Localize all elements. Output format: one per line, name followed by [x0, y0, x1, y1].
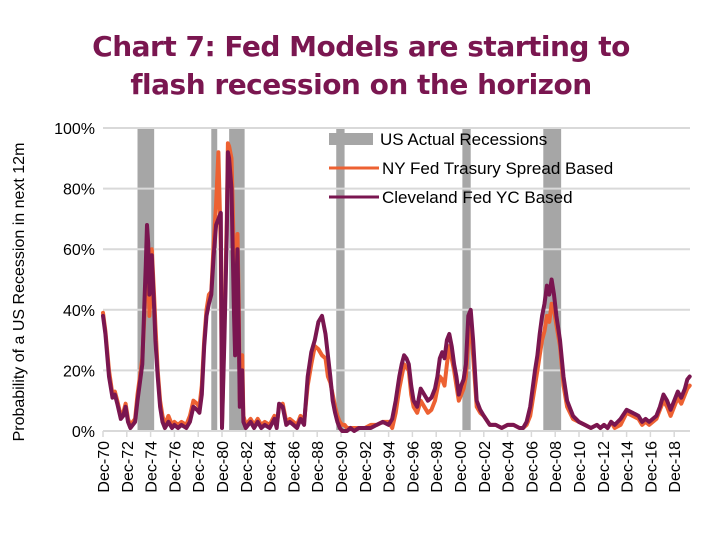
recession-bar-4 [462, 128, 471, 431]
x-tick-label: Dec-10 [572, 441, 589, 493]
chart-title-line-1: Chart 7: Fed Models are starting to [92, 30, 630, 63]
x-tick-label: Dec-00 [453, 441, 470, 493]
x-tick-label: Dec-82 [239, 441, 256, 493]
legend-label-nyfed: NY Fed Trasury Spread Based [382, 159, 613, 178]
series-line-cleveland [101, 150, 692, 433]
legend-label-cleveland: Cleveland Fed YC Based [382, 188, 573, 207]
y-tick-label: 0% [72, 424, 95, 441]
x-tick-label: Dec-84 [263, 441, 280, 493]
y-tick-label: 60% [63, 242, 95, 259]
x-tick-label: Dec-12 [596, 441, 613, 493]
legend-swatch-recessions [329, 133, 373, 145]
x-tick-label: Dec-04 [501, 441, 518, 493]
x-tick-label: Dec-76 [167, 441, 184, 493]
x-tick-label: Dec-06 [524, 441, 541, 493]
x-tick-label: Dec-80 [215, 441, 232, 493]
x-tick-label: Dec-72 [120, 441, 137, 493]
recession-bar-3 [336, 128, 345, 431]
chart-title: Chart 7: Fed Models are starting to flas… [0, 28, 722, 104]
y-tick-label: 80% [63, 182, 95, 199]
x-tick-label: Dec-18 [667, 441, 684, 493]
x-tick-label: Dec-88 [310, 441, 327, 493]
x-tick-label: Dec-86 [286, 441, 303, 493]
series-lines [101, 141, 692, 433]
x-tick-label: Dec-96 [405, 441, 422, 493]
x-tick-label: Dec-90 [334, 441, 351, 493]
recession-bar-1 [211, 128, 218, 431]
x-tick-label: Dec-74 [144, 441, 161, 493]
x-tick-label: Dec-98 [429, 441, 446, 493]
y-axis-ticks: 0% 20% 40% 60% 80% 100% [54, 121, 95, 441]
y-tick-label: 20% [63, 363, 95, 380]
y-tick-label: 40% [63, 303, 95, 320]
x-tick-label: Dec-78 [191, 441, 208, 493]
x-tick-label: Dec-16 [643, 441, 660, 493]
legend: US Actual Recessions NY Fed Trasury Spre… [329, 130, 613, 207]
chart-title-line-2: flash recession on the horizon [130, 68, 592, 101]
x-tick-label: Dec-70 [96, 441, 113, 493]
x-axis: Dec-70 Dec-72 Dec-74 Dec-76 Dec-78 Dec-80 Dec-… [96, 431, 684, 493]
y-tick-label: 100% [54, 121, 95, 138]
x-tick-label: Dec-92 [358, 441, 375, 493]
x-tick-label: Dec-02 [477, 441, 494, 493]
legend-label-recessions: US Actual Recessions [380, 130, 547, 149]
x-tick-label: Dec-94 [382, 441, 399, 493]
x-tick-label: Dec-08 [548, 441, 565, 493]
y-axis-label: Probability of a US Recession in next 12… [11, 143, 28, 442]
x-tick-label: Dec-14 [620, 441, 637, 493]
